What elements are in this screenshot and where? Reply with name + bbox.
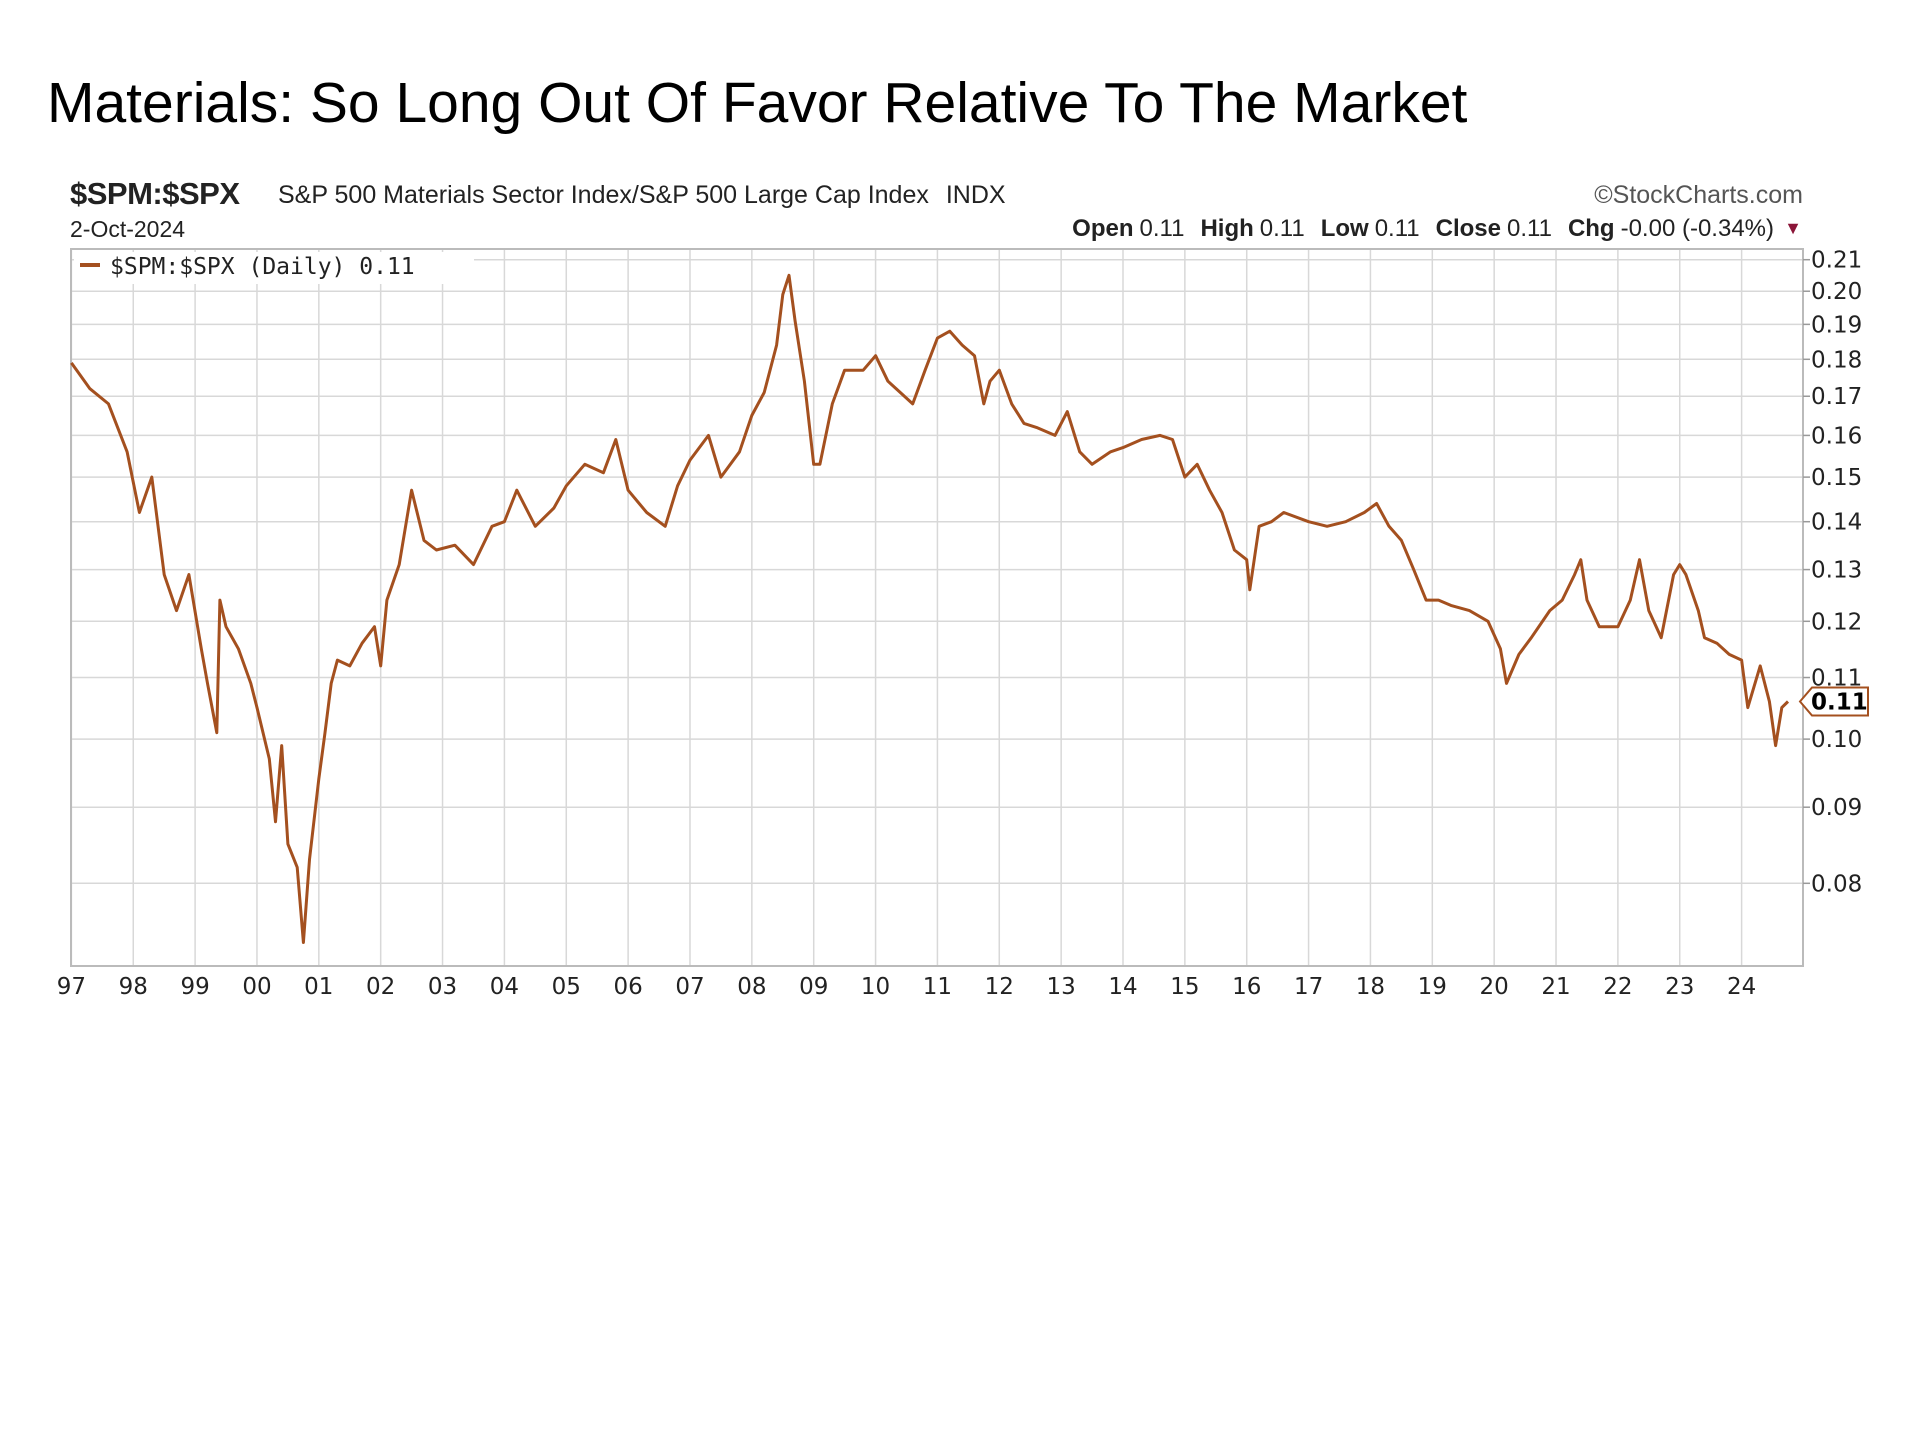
y-axis: 0.21 0.20 0.19 0.18 0.17 0.16 0.15 0.14 0.13 0.12… bbox=[1803, 248, 1862, 897]
x-tick-label: 14 bbox=[1108, 974, 1137, 1000]
y-tick-label: 0.13 bbox=[1811, 558, 1862, 584]
x-tick-label: 15 bbox=[1170, 974, 1199, 1000]
y-tick-label: 0.16 bbox=[1811, 423, 1862, 449]
x-tick-label: 01 bbox=[304, 974, 333, 1000]
chg-value: -0.00 (-0.34%) bbox=[1620, 215, 1774, 242]
high-label: High bbox=[1200, 215, 1254, 242]
page-title: Materials: So Long Out Of Favor Relative… bbox=[47, 71, 1468, 135]
x-tick-label: 12 bbox=[985, 974, 1014, 1000]
x-tick-label: 21 bbox=[1541, 974, 1570, 1000]
ohlc-readout: Open 0.11 High 0.11 Low 0.11 Close 0.11 Chg -… bbox=[1062, 215, 1774, 243]
chart-description: S&P 500 Materials Sector Index/S&P 500 L… bbox=[278, 181, 1006, 210]
x-tick-label: 03 bbox=[428, 974, 457, 1000]
y-tick-label: 0.21 bbox=[1811, 248, 1862, 274]
x-tick-label: 06 bbox=[613, 974, 642, 1000]
x-tick-label: 11 bbox=[923, 974, 952, 1000]
y-tick-label: 0.09 bbox=[1811, 795, 1862, 821]
open-label: Open bbox=[1072, 215, 1134, 242]
x-axis: 97 98 99 00 01 02 03 04 05 06 07 08 09 10 11 12 13 14 15 16… bbox=[57, 974, 1757, 1000]
y-tick-label: 0.19 bbox=[1811, 312, 1862, 338]
legend: $SPM:$SPX (Daily) 0.11 bbox=[74, 252, 474, 284]
x-tick-label: 97 bbox=[57, 974, 86, 1000]
down-triangle-icon: ▼ bbox=[1784, 218, 1802, 238]
legend-background bbox=[74, 252, 474, 284]
x-tick-label: 00 bbox=[242, 974, 271, 1000]
x-tick-label: 13 bbox=[1047, 974, 1076, 1000]
brand-watermark: ©StockCharts.com bbox=[1594, 181, 1803, 209]
x-tick-label: 09 bbox=[799, 974, 828, 1000]
x-tick-label: 17 bbox=[1294, 974, 1323, 1000]
y-tick-label: 0.18 bbox=[1811, 347, 1862, 373]
x-tick-label: 10 bbox=[861, 974, 890, 1000]
y-tick-label: 0.08 bbox=[1811, 871, 1862, 897]
x-tick-label: 18 bbox=[1356, 974, 1385, 1000]
legend-label: $SPM:$SPX (Daily) 0.11 bbox=[110, 254, 415, 280]
last-value-label: 0.11 bbox=[1811, 689, 1868, 715]
high-value: 0.11 bbox=[1259, 215, 1305, 242]
symbol-description: S&P 500 Materials Sector Index/S&P 500 L… bbox=[278, 181, 929, 209]
x-tick-label: 16 bbox=[1232, 974, 1261, 1000]
x-tick-label: 22 bbox=[1603, 974, 1632, 1000]
grid bbox=[70, 249, 1803, 966]
open-value: 0.11 bbox=[1139, 215, 1185, 242]
x-tick-label: 98 bbox=[119, 974, 148, 1000]
x-tick-label: 23 bbox=[1665, 974, 1694, 1000]
close-value: 0.11 bbox=[1507, 215, 1552, 242]
series-line bbox=[70, 273, 1790, 944]
chart-date: 2-Oct-2024 bbox=[70, 216, 186, 242]
x-tick-label: 02 bbox=[366, 974, 395, 1000]
last-value-tag-box bbox=[1798, 686, 1869, 717]
x-tick-label: 08 bbox=[737, 974, 766, 1000]
y-tick-label: 0.14 bbox=[1811, 510, 1862, 536]
chg-label: Chg bbox=[1567, 215, 1615, 242]
chart-symbol: $SPM:$SPX bbox=[70, 176, 240, 211]
exchange-label: INDX bbox=[945, 181, 1006, 209]
y-tick-label: 0.17 bbox=[1811, 384, 1862, 410]
plot-frame bbox=[70, 248, 1804, 967]
y-tick-label: 0.12 bbox=[1811, 609, 1862, 635]
x-tick-label: 99 bbox=[180, 974, 209, 1000]
x-tick-label: 20 bbox=[1480, 974, 1509, 1000]
close-label: Close bbox=[1435, 215, 1501, 242]
x-tick-label: 24 bbox=[1727, 974, 1756, 1000]
x-tick-label: 05 bbox=[552, 974, 581, 1000]
x-tick-label: 07 bbox=[675, 974, 704, 1000]
low-label: Low bbox=[1320, 215, 1369, 242]
y-tick-label: 0.10 bbox=[1811, 727, 1862, 753]
last-value-tag: 0.11 bbox=[1798, 686, 1869, 717]
x-tick-label: 19 bbox=[1418, 974, 1447, 1000]
y-tick-label: 0.15 bbox=[1811, 465, 1862, 491]
y-tick-label: 0.20 bbox=[1811, 279, 1862, 305]
low-value: 0.11 bbox=[1374, 215, 1420, 242]
x-tick-label: 04 bbox=[490, 974, 519, 1000]
